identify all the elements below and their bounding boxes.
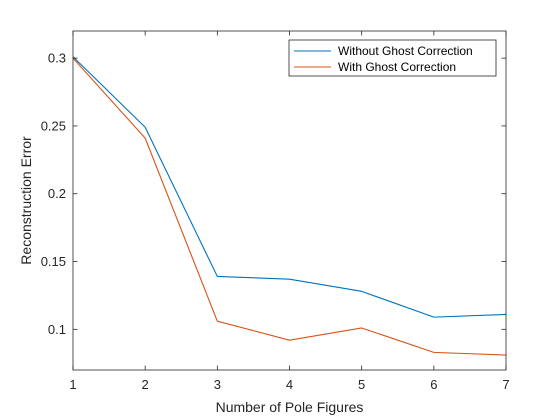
y-axis-label: Reconstruction Error (18, 136, 34, 265)
x-tick-label: 7 (502, 377, 509, 392)
x-tick-label: 4 (286, 377, 293, 392)
y-tick-label: 0.2 (48, 186, 66, 201)
series-line-2 (72, 57, 507, 356)
plot-area (73, 31, 506, 370)
plot-background (73, 31, 506, 370)
series-line-1 (72, 56, 507, 318)
series-layer (72, 56, 507, 356)
y-tick-label: 0.25 (41, 118, 66, 133)
x-axis-label: Number of Pole Figures (216, 399, 364, 415)
y-tick-label: 0.1 (48, 322, 66, 337)
legend: Without Ghost Correction With Ghost Corre… (288, 39, 497, 77)
y-tick-label: 0.3 (48, 51, 66, 66)
x-tick-label: 3 (214, 377, 221, 392)
x-tick-label: 5 (358, 377, 365, 392)
legend-label-2: With Ghost Correction (338, 60, 456, 74)
legend-label-1: Without Ghost Correction (338, 44, 473, 58)
x-tick-label: 1 (69, 377, 76, 392)
x-tick-label: 6 (430, 377, 437, 392)
axes-layer: 1 2 3 4 5 6 7 0.1 0.15 0.2 0.25 0.3 (41, 30, 510, 392)
y-tick-label: 0.15 (41, 254, 66, 269)
legend-box (288, 39, 497, 77)
x-tick-label: 2 (142, 377, 149, 392)
